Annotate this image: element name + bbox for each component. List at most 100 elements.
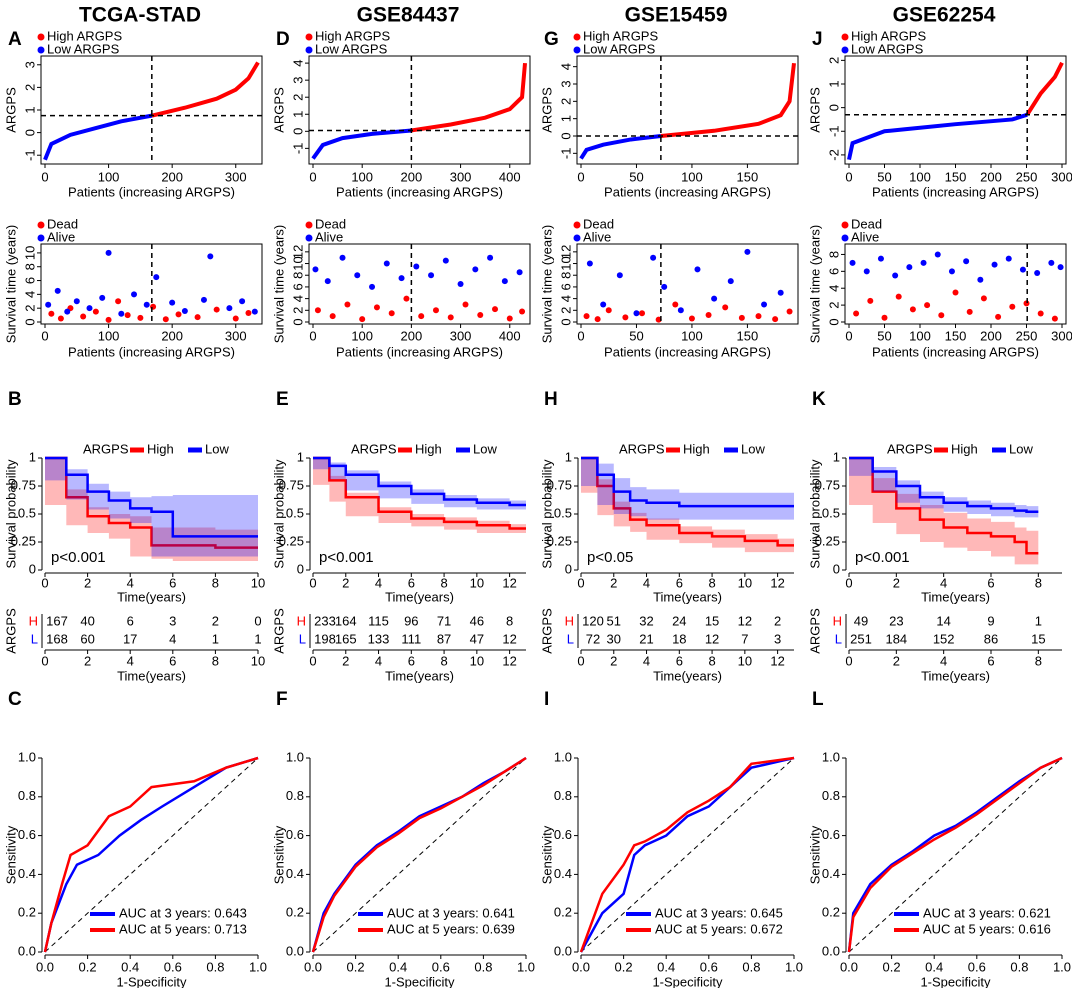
table-row-label: L [31, 631, 38, 646]
point [428, 272, 435, 279]
x-tick-label: 400 [499, 169, 521, 184]
y-tick-label: 1 [290, 111, 305, 118]
point [506, 315, 513, 322]
point [991, 261, 998, 268]
point [881, 314, 888, 321]
y-tick-label: 10 [22, 246, 37, 260]
point [934, 251, 941, 258]
risk-count: 233 [314, 613, 336, 628]
curve [579, 756, 795, 953]
risk-count: 12 [705, 631, 719, 646]
legend-label: Dead [47, 216, 78, 231]
point [705, 311, 712, 318]
point [251, 308, 258, 315]
y-axis-label: Survival time (years) [3, 225, 18, 343]
risk-count: 51 [607, 613, 621, 628]
risk-count: 184 [885, 631, 907, 646]
legend-label: AUC at 5 years: 0.616 [923, 921, 1051, 936]
x-tick-label: 0.6 [700, 959, 718, 974]
x-tick-label: 10 [251, 575, 265, 590]
point [906, 264, 913, 271]
p-value: p<0.001 [51, 549, 106, 566]
point [314, 307, 321, 314]
x-tick-label: 0 [845, 328, 852, 343]
y-axis-label: Sensitivity [807, 825, 822, 884]
x-tick-label: 10 [251, 653, 265, 668]
legend-label: Low [741, 441, 765, 456]
x-tick-label: 4 [375, 653, 382, 668]
y-tick-label: 0.5 [822, 505, 840, 520]
point [1037, 310, 1044, 317]
x-tick-label: 8 [440, 575, 447, 590]
legend-label: High [415, 441, 442, 456]
x-tick-label: 8 [1035, 653, 1042, 668]
point [339, 254, 346, 261]
y-tick-label: 2 [22, 305, 37, 312]
x-tick-label: 150 [737, 328, 759, 343]
x-tick-label: 0.8 [206, 959, 224, 974]
x-tick-label: 0 [845, 169, 852, 184]
risk-count: 0 [254, 613, 261, 628]
point [143, 301, 150, 308]
legend-label: AUC at 3 years: 0.641 [387, 905, 515, 920]
y-tick-label: 0.6 [822, 827, 840, 842]
risk-count: 6 [127, 613, 134, 628]
risk-count: 17 [123, 631, 137, 646]
legend-title: ARGPS [619, 441, 665, 456]
point [57, 315, 64, 322]
x-tick-label: 0.6 [968, 959, 986, 974]
risk-count: 15 [705, 613, 719, 628]
x-tick-label: 6 [676, 653, 683, 668]
y-tick-label: 0 [826, 318, 841, 325]
confidence-band [849, 458, 1039, 565]
x-tick-label: 6 [987, 653, 994, 668]
y-tick-label: 4 [558, 63, 573, 70]
point [952, 289, 959, 296]
x-tick-label: 0.8 [474, 959, 492, 974]
y-tick-label: 2 [826, 301, 841, 308]
panel-letter: K [812, 389, 826, 410]
y-tick-label: 0 [290, 318, 305, 325]
x-axis-label: 1-Specificity [116, 974, 187, 988]
y-tick-label: 1.0 [286, 749, 304, 764]
point [232, 315, 239, 322]
y-tick-label: 2 [826, 57, 841, 64]
x-tick-label: 0.8 [742, 959, 760, 974]
risk-count: 96 [404, 613, 418, 628]
risk-count: 87 [437, 631, 451, 646]
x-tick-label: 100 [681, 328, 703, 343]
legend-label: Dead [583, 216, 614, 231]
x-tick-label: 200 [161, 169, 183, 184]
point [777, 289, 784, 296]
plot-frame [844, 243, 1067, 325]
risk-count: 164 [335, 613, 357, 628]
point [181, 307, 188, 314]
point [622, 314, 629, 321]
panel-letter: J [812, 29, 823, 50]
curve [847, 112, 1028, 161]
x-tick-label: 0 [41, 575, 48, 590]
y-tick-label: 0.75 [815, 477, 840, 492]
point [245, 310, 252, 317]
point [661, 283, 668, 290]
table-title: ARGPS [539, 608, 554, 654]
table-title: ARGPS [271, 608, 286, 654]
table-title: ARGPS [807, 608, 822, 654]
x-tick-label: 300 [1051, 328, 1072, 343]
y-tick-label: 1 [297, 449, 304, 464]
y-tick-label: 6 [826, 268, 841, 275]
x-tick-label: 10 [470, 653, 484, 668]
risk-count: 198 [314, 631, 336, 646]
x-tick-label: 2 [610, 653, 617, 668]
risk-count: 1 [1035, 613, 1042, 628]
y-tick-label: 0 [826, 104, 841, 111]
y-tick-label: 0.8 [554, 788, 572, 803]
point [1019, 266, 1026, 273]
y-tick-label: 2 [558, 98, 573, 105]
y-tick-label: 2 [290, 307, 305, 314]
point [54, 287, 61, 294]
risk-count: 72 [586, 631, 600, 646]
risk-count: 21 [639, 631, 653, 646]
y-tick-label: 1 [558, 115, 573, 122]
point [605, 307, 612, 314]
